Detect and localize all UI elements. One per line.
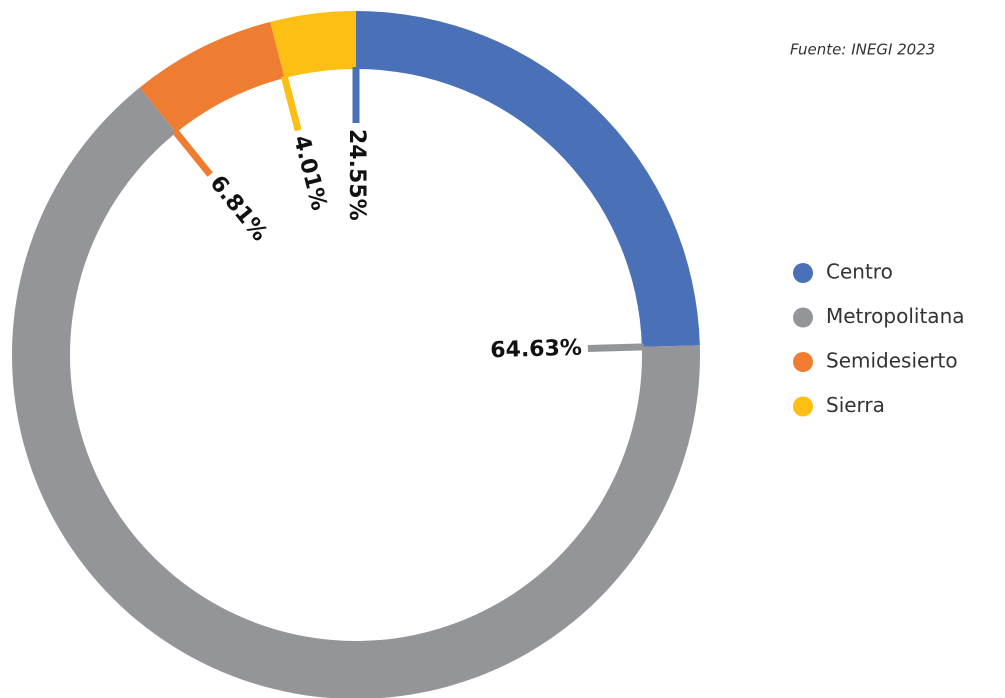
donut-slice bbox=[270, 10, 356, 79]
leader-line bbox=[587, 343, 644, 352]
legend-label: Semidesierto bbox=[826, 349, 958, 373]
donut-slice bbox=[356, 11, 700, 347]
legend-swatch bbox=[793, 263, 813, 283]
source-note: Fuente: INEGI 2023 bbox=[790, 41, 935, 59]
legend-swatch bbox=[793, 307, 813, 328]
legend-label: Centro bbox=[826, 260, 893, 284]
leader-line bbox=[280, 75, 302, 132]
data-label: 64.63% bbox=[490, 336, 582, 364]
legend-swatch bbox=[793, 352, 813, 372]
data-label: 4.01% bbox=[288, 133, 331, 213]
data-label: 24.55% bbox=[344, 129, 369, 221]
donut-slice bbox=[139, 21, 285, 133]
legend-label: Metropolitana bbox=[826, 304, 965, 328]
data-label: 6.81% bbox=[205, 171, 272, 246]
legend-label: Sierra bbox=[826, 393, 885, 417]
leader-line bbox=[172, 128, 213, 177]
legend-swatch bbox=[793, 396, 813, 417]
